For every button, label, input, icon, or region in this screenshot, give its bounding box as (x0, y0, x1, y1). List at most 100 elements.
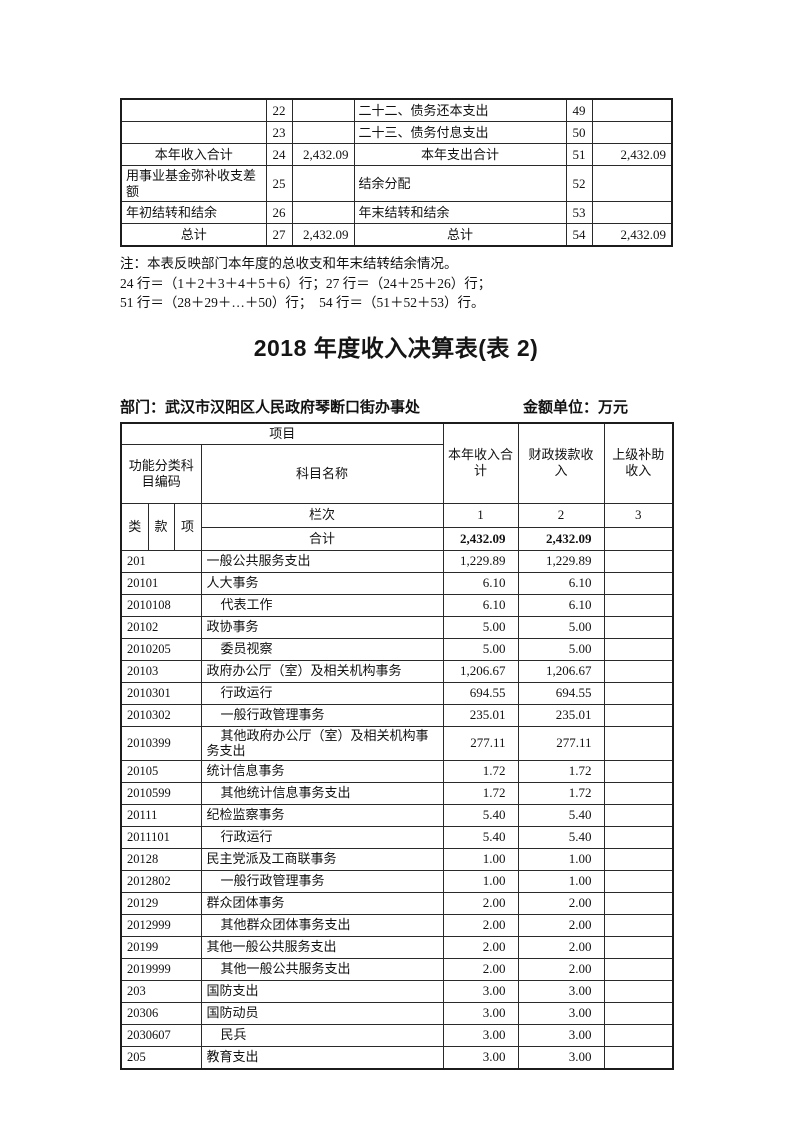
income-row: 2030607 民兵 3.00 3.00 (120, 1023, 674, 1047)
fiscal-appropriation-cell: 6.10 (517, 593, 605, 617)
annual-income-cell: 5.40 (442, 825, 519, 849)
expense-label-cell: 二十二、债务还本支出 (353, 98, 567, 122)
row-number-cell: 49 (565, 98, 593, 122)
subject-name-cell: 委员视察 (200, 637, 444, 661)
fiscal-appropriation-cell: 3.00 (517, 979, 605, 1003)
annual-income-cell: 5.00 (442, 637, 519, 661)
row-number-cell: 54 (565, 223, 593, 247)
income-row: 203 国防支出 3.00 3.00 (120, 979, 674, 1003)
income-amount-cell (291, 165, 355, 202)
superior-subsidy-cell (603, 1023, 674, 1047)
row-number-cell: 52 (565, 165, 593, 202)
header-row-1: 项目 本年收入合 计 财政拨款收 入 上级补助 收入 (120, 422, 674, 504)
income-row: 2010205 委员视察 5.00 5.00 (120, 637, 674, 661)
income-row: 20199 其他一般公共服务支出 2.00 2.00 (120, 935, 674, 959)
subject-name-cell: 教育支出 (200, 1045, 444, 1069)
header-row-3: 类 款 项 栏次 1 2 3 (120, 502, 674, 551)
superior-subsidy-cell (603, 781, 674, 805)
expense-amount-cell (591, 201, 673, 224)
fiscal-appropriation-cell: 1.72 (517, 759, 605, 783)
superior-subsidy-cell (603, 913, 674, 937)
fiscal-appropriation-cell: 1.72 (517, 781, 605, 805)
function-code-cell: 2030607 (120, 1023, 202, 1047)
expense-label-cell: 结余分配 (353, 165, 567, 202)
summary-row: 总计 27 2,432.09 总计 54 2,432.09 (120, 223, 673, 247)
page-title: 2018 年度收入决算表(表 2) (253, 334, 539, 361)
function-code-cell: 203 (120, 979, 202, 1003)
class-header-cell: 类 (120, 502, 149, 551)
income-row: 2010108 代表工作 6.10 6.10 (120, 593, 674, 617)
fiscal-appropriation-cell: 2.00 (517, 891, 605, 915)
total-label-cell: 合计 (200, 526, 444, 551)
superior-subsidy-cell (603, 957, 674, 981)
total-annual-income-cell: 2,432.09 (442, 526, 519, 551)
income-amount-cell: 2,432.09 (291, 143, 355, 166)
total-superior-cell (603, 526, 674, 551)
superior-subsidy-cell (603, 979, 674, 1003)
income-label-cell: 用事业基金弥补收支差额 (120, 165, 267, 202)
subject-name-cell: 民主党派及工商联事务 (200, 847, 444, 871)
superior-subsidy-cell (603, 725, 674, 761)
row-number-cell: 50 (565, 121, 593, 144)
expense-amount-cell (591, 98, 673, 122)
fiscal-appropriation-cell: 1,229.89 (517, 549, 605, 573)
summary-row: 本年收入合计 24 2,432.09 本年支出合计 51 2,432.09 (120, 143, 673, 166)
income-label-cell: 年初结转和结余 (120, 201, 267, 224)
function-code-cell: 20306 (120, 1001, 202, 1025)
col-annual-income-header: 本年收入合 计 (442, 422, 519, 504)
rank-2-cell: 2 (517, 502, 605, 528)
total-fiscal-cell: 2,432.09 (517, 526, 605, 551)
fiscal-appropriation-cell: 3.00 (517, 1023, 605, 1047)
fiscal-appropriation-cell: 5.40 (517, 825, 605, 849)
annual-income-cell: 1,229.89 (442, 549, 519, 573)
fiscal-appropriation-cell: 5.00 (517, 637, 605, 661)
superior-subsidy-cell (603, 703, 674, 727)
project-header-cell: 项目 (120, 422, 444, 445)
income-row: 2019999 其他一般公共服务支出 2.00 2.00 (120, 957, 674, 981)
total-row: 合计 2,432.09 2,432.09 (121, 526, 674, 551)
function-code-cell: 20102 (120, 615, 202, 639)
income-row: 20128 民主党派及工商联事务 1.00 1.00 (120, 847, 674, 871)
income-row: 2010599 其他统计信息事务支出 1.72 1.72 (120, 781, 674, 805)
subject-name-cell: 行政运行 (200, 825, 444, 849)
summary-row: 22 二十二、债务还本支出 49 (120, 98, 673, 122)
fiscal-appropriation-cell: 1,206.67 (517, 659, 605, 683)
header-row-2: 功能分类科 目编码 科目名称 (120, 443, 673, 504)
department-label: 部门：武汉市汉阳区人民政府琴断口街办事处 (120, 399, 421, 416)
fiscal-appropriation-cell: 2.00 (517, 935, 605, 959)
superior-subsidy-cell (603, 593, 674, 617)
expense-amount-cell: 2,432.09 (591, 143, 673, 166)
superior-subsidy-cell (603, 825, 674, 849)
function-code-cell: 2010599 (120, 781, 202, 805)
income-label-cell (120, 121, 267, 144)
row-number-cell: 53 (565, 201, 593, 224)
fiscal-appropriation-cell: 1.00 (517, 847, 605, 871)
expense-label-cell: 本年支出合计 (353, 143, 567, 166)
fiscal-appropriation-cell: 2.00 (517, 913, 605, 937)
superior-subsidy-cell (603, 847, 674, 871)
note-line: 注：本表反映部门本年度的总收支和年末结转结余情况。 (120, 256, 458, 271)
superior-subsidy-cell (603, 659, 674, 683)
annual-income-cell: 277.11 (442, 725, 519, 761)
fiscal-appropriation-cell: 5.00 (517, 615, 605, 639)
income-row: 201 一般公共服务支出 1,229.89 1,229.89 (120, 549, 674, 573)
amount-unit-label: 金额单位：万元 (522, 399, 628, 416)
expense-amount-cell (591, 165, 673, 202)
row-number-cell: 25 (265, 165, 293, 202)
annual-income-cell: 2.00 (442, 913, 519, 937)
fiscal-appropriation-cell: 2.00 (517, 957, 605, 981)
income-row: 20129 群众团体事务 2.00 2.00 (120, 891, 674, 915)
fiscal-appropriation-cell: 1.00 (517, 869, 605, 893)
annual-income-cell: 3.00 (442, 1045, 519, 1069)
income-label-cell: 本年收入合计 (120, 143, 267, 166)
fiscal-appropriation-cell: 235.01 (517, 703, 605, 727)
fiscal-appropriation-cell: 5.40 (517, 803, 605, 827)
income-row: 205 教育支出 3.00 3.00 (120, 1045, 674, 1069)
superior-subsidy-cell (603, 637, 674, 661)
superior-subsidy-cell (603, 615, 674, 639)
function-code-cell: 201 (120, 549, 202, 573)
subject-name-cell: 其他政府办公厅（室）及相关机构事务支出 (200, 725, 444, 761)
note-line: 51 行＝（28＋29＋…＋50）行； 54 行＝（51＋52＋53）行。 (120, 295, 485, 310)
subject-name-cell: 代表工作 (200, 593, 444, 617)
income-row: 20105 统计信息事务 1.72 1.72 (120, 759, 674, 783)
